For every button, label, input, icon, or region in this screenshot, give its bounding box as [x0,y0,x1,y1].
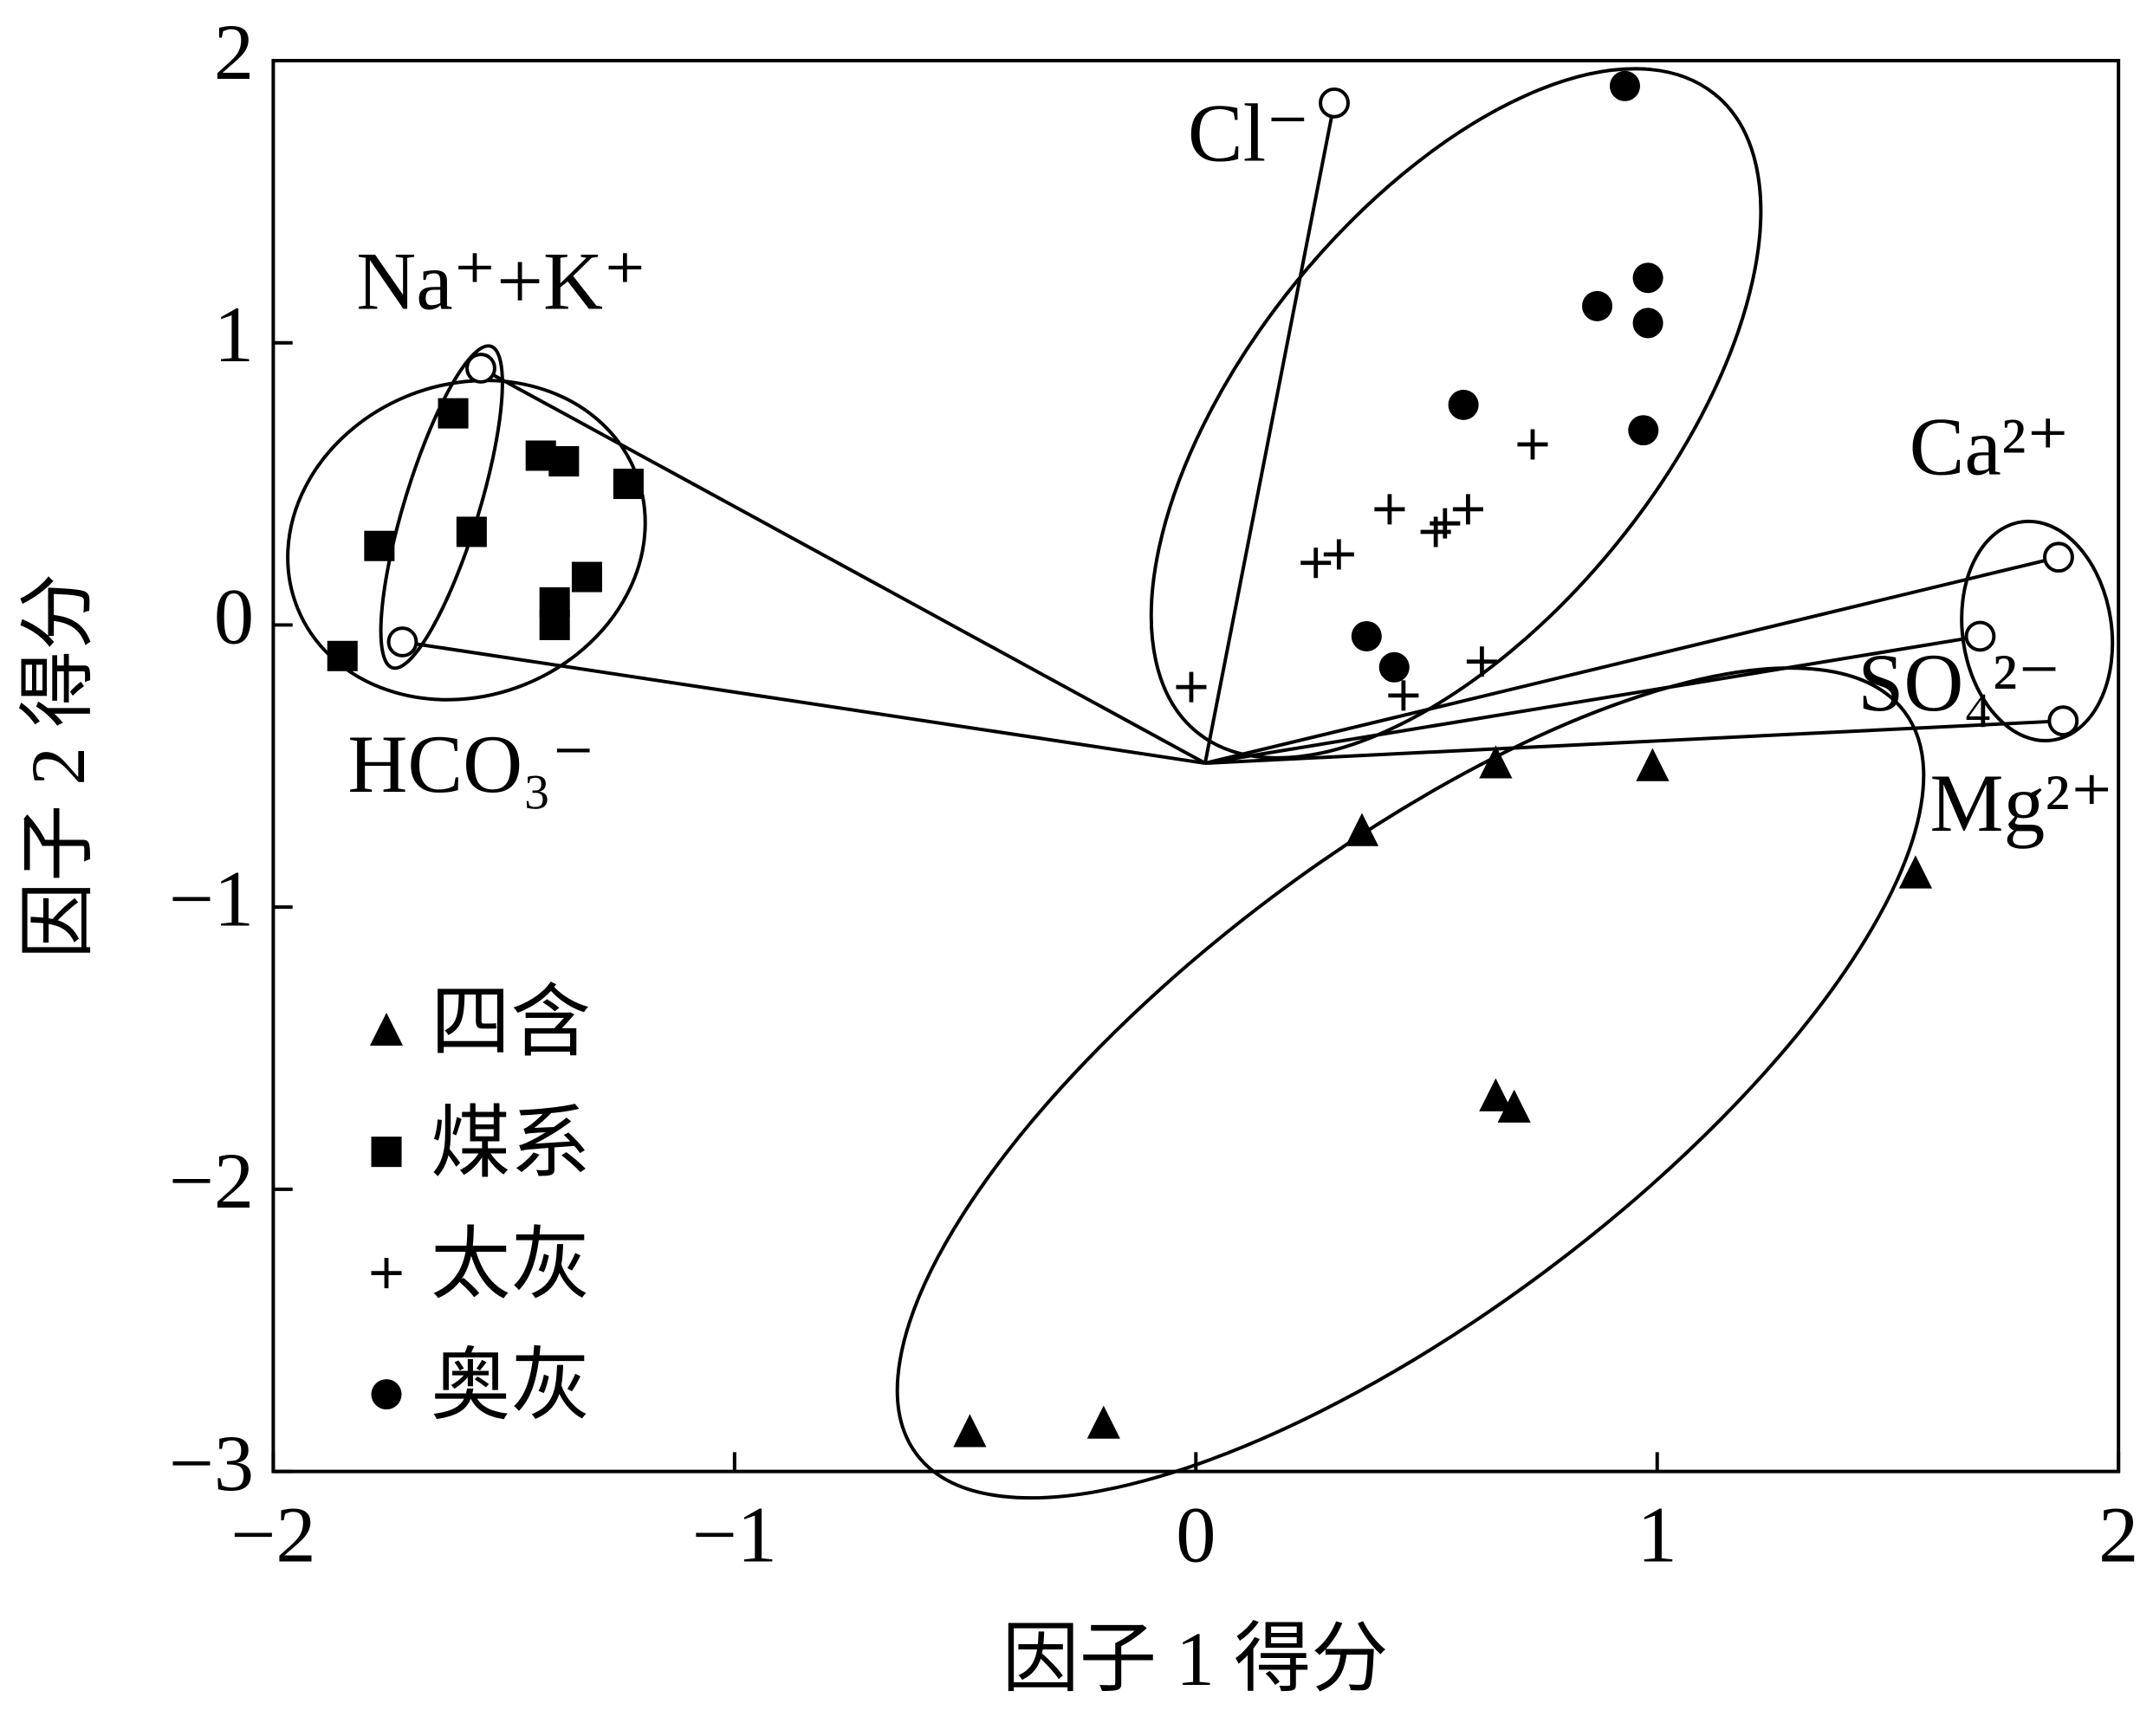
y-tick-label: −1 [169,854,254,942]
point [571,561,602,593]
x-tick-label: −2 [230,1491,315,1579]
point [1479,1078,1513,1111]
x-tick-label: 0 [1176,1491,1216,1579]
vector-label: HCO₃⁻ [347,718,595,810]
loading-vector [402,640,1206,766]
point [548,446,580,477]
point [1581,290,1613,321]
vector-label: Cl⁻ [1188,87,1310,178]
loading-point [386,626,418,657]
point [456,516,487,547]
point [953,1414,987,1448]
loading-point [1319,87,1350,119]
point [364,530,395,561]
point [1466,646,1497,677]
y-tick-label: −2 [169,1137,254,1225]
legend-label: 煤系 [431,1099,591,1188]
point [438,398,469,429]
vector-label: Ca²⁺ [1910,401,2070,493]
legend-marker [369,1013,404,1046]
point [1430,508,1461,539]
point [1388,680,1419,711]
loading-vector [1203,102,1336,764]
point [539,609,570,640]
point [1636,748,1670,781]
x-tick-label: 1 [1637,1491,1677,1579]
y-tick-label: −3 [169,1419,254,1507]
point [1628,415,1659,446]
legend-marker [371,1258,402,1289]
loading-vector [480,366,1206,765]
vector-label: SO₄²⁻ [1858,637,2061,729]
loading-point [2043,541,2074,573]
point [1479,745,1513,779]
y-axis-label: 因子 2 得分 [16,573,101,959]
loading-vector [1204,634,1981,766]
loading-point [2047,705,2079,737]
loading-vector [1204,555,2059,765]
y-tick-label: 1 [214,290,254,379]
legend-label: 奥灰 [431,1342,591,1430]
loading-point [465,353,496,384]
point [1323,539,1354,570]
loading-point [1964,620,1996,652]
ellipse [1960,519,2115,742]
point [1345,813,1379,846]
point [613,469,644,500]
point [1632,262,1663,294]
point [1517,429,1548,460]
legend-label: 太灰 [431,1221,591,1309]
y-tick-label: 0 [214,573,254,661]
point [1300,547,1332,579]
point [1452,494,1483,525]
point [1497,1089,1531,1123]
point [1609,70,1640,101]
x-axis-label: 因子 1 得分 [1002,1617,1389,1702]
legend-marker [371,1137,402,1168]
point [1448,389,1479,420]
cluster-ellipses [286,67,2115,1500]
vector-label: Mg²⁺ [1930,757,2114,849]
point [1632,308,1663,339]
loading-vector [1204,719,2064,766]
ellipse [895,666,1926,1500]
vector-label: Na⁺+K⁺ [356,235,646,327]
point [1898,855,1933,889]
ellipse [1149,67,1763,760]
point [1378,651,1410,683]
x-tick-label: 2 [2098,1491,2138,1579]
point [1086,1405,1120,1439]
y-tick-label: 2 [214,8,254,96]
point [1176,671,1207,703]
point [1374,494,1405,525]
point [1351,620,1382,651]
point [327,640,358,671]
x-tick-label: −1 [692,1491,777,1579]
legend-label: 四含 [431,978,591,1066]
legend-marker [371,1379,402,1410]
